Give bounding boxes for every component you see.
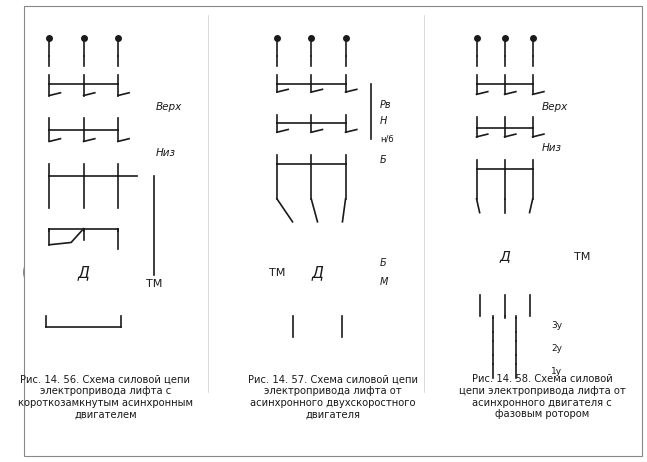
- Circle shape: [258, 229, 377, 316]
- Circle shape: [37, 238, 130, 307]
- Bar: [470, 364, 539, 378]
- Circle shape: [452, 217, 558, 295]
- Bar: [469, 66, 484, 75]
- Text: Д: Д: [78, 265, 89, 280]
- Text: Рв: Рв: [380, 100, 391, 109]
- Bar: [303, 66, 319, 75]
- Bar: [111, 66, 126, 75]
- Text: ТМ: ТМ: [575, 252, 591, 261]
- Circle shape: [25, 229, 143, 316]
- Bar: [42, 66, 57, 75]
- Text: Верх: Верх: [155, 102, 182, 112]
- Bar: [76, 66, 91, 75]
- Bar: [137, 274, 171, 293]
- Text: ТМ: ТМ: [269, 268, 285, 278]
- Text: Н: Н: [380, 116, 388, 126]
- Bar: [497, 66, 512, 75]
- Bar: [525, 66, 540, 75]
- Text: Рис. 14. 57. Схема силовой цепи
электропривода лифта от
асинхронного двухскорост: Рис. 14. 57. Схема силовой цепи электроп…: [248, 375, 418, 419]
- Text: Низ: Низ: [155, 148, 175, 158]
- Text: М: М: [380, 277, 388, 286]
- Bar: [567, 248, 598, 266]
- Bar: [470, 318, 539, 332]
- Text: Д: Д: [499, 249, 510, 263]
- Text: Б: Б: [380, 155, 387, 165]
- Text: Б: Б: [380, 258, 387, 268]
- Text: 3у: 3у: [551, 321, 562, 330]
- Text: Низ: Низ: [542, 143, 562, 153]
- Bar: [470, 341, 539, 355]
- Text: 1у: 1у: [551, 366, 562, 376]
- Bar: [269, 66, 285, 75]
- Bar: [261, 264, 292, 281]
- Text: 2у: 2у: [551, 344, 562, 353]
- Text: н/б: н/б: [380, 134, 393, 144]
- Circle shape: [464, 226, 545, 286]
- Text: Рис. 14. 58. Схема силовой
цепи электропривода лифта от
асинхронного двигателя с: Рис. 14. 58. Схема силовой цепи электроп…: [459, 375, 626, 419]
- Circle shape: [270, 238, 364, 307]
- Text: Верх: Верх: [542, 102, 568, 112]
- Text: Рис. 14. 56. Схема силовой цепи
электропривода лифта с
короткозамкнутым асинхрон: Рис. 14. 56. Схема силовой цепи электроп…: [18, 375, 193, 419]
- Bar: [338, 66, 353, 75]
- Text: Д: Д: [312, 265, 324, 280]
- Text: ТМ: ТМ: [146, 279, 162, 289]
